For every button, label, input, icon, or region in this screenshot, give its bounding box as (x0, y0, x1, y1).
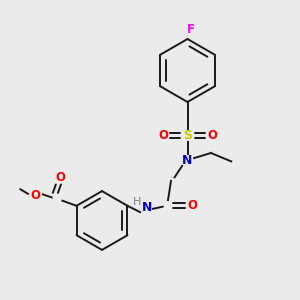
Text: O: O (55, 171, 65, 184)
Text: O: O (158, 129, 168, 142)
Text: O: O (30, 189, 40, 202)
Text: H: H (133, 197, 141, 207)
Text: F: F (187, 22, 194, 36)
Text: N: N (182, 154, 193, 167)
Text: O: O (207, 129, 217, 142)
Text: O: O (188, 199, 198, 212)
Text: S: S (183, 129, 192, 142)
Text: N: N (142, 201, 152, 214)
